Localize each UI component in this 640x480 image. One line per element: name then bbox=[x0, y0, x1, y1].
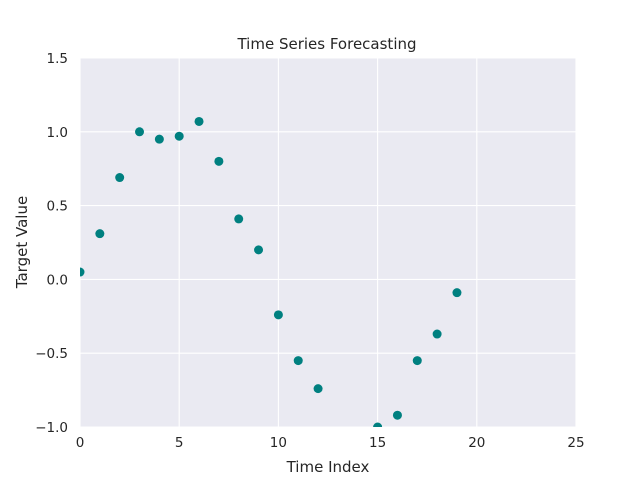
x-tick-label: 0 bbox=[76, 435, 85, 451]
data-point bbox=[115, 173, 125, 183]
x-tick-label: 25 bbox=[567, 435, 584, 451]
x-axis-ticks: 0 5 10 15 20 25 bbox=[76, 435, 585, 451]
x-tick-label: 5 bbox=[175, 435, 184, 451]
x-tick-label: 15 bbox=[369, 435, 386, 451]
plot-area bbox=[80, 58, 576, 427]
data-point bbox=[95, 229, 105, 239]
y-tick-label: 1.5 bbox=[47, 51, 68, 67]
data-point bbox=[174, 131, 184, 141]
x-axis-label: Time Index bbox=[286, 458, 370, 476]
data-point bbox=[392, 410, 402, 420]
y-tick-label: 0.0 bbox=[47, 272, 68, 288]
data-point bbox=[412, 356, 422, 366]
data-point bbox=[313, 384, 323, 394]
y-axis-ticks: −1.0 −0.5 0.0 0.5 1.0 1.5 bbox=[35, 51, 68, 436]
chart-title: Time Series Forecasting bbox=[236, 35, 416, 53]
data-point bbox=[273, 310, 283, 320]
data-points bbox=[80, 116, 462, 427]
x-tick-label: 10 bbox=[270, 435, 287, 451]
data-point bbox=[135, 127, 145, 137]
data-point bbox=[432, 329, 442, 339]
data-point bbox=[254, 245, 264, 255]
data-point bbox=[293, 356, 303, 366]
y-tick-label: 0.5 bbox=[47, 199, 68, 215]
y-tick-label: −1.0 bbox=[35, 420, 68, 436]
grid-lines bbox=[79, 57, 577, 428]
data-point bbox=[214, 156, 224, 166]
y-axis-label: Target Value bbox=[13, 196, 31, 289]
data-point bbox=[80, 267, 85, 277]
data-point bbox=[373, 422, 383, 427]
data-point bbox=[234, 214, 244, 224]
x-tick-label: 20 bbox=[468, 435, 485, 451]
data-point bbox=[194, 116, 204, 126]
y-tick-label: 1.0 bbox=[47, 125, 68, 141]
data-point bbox=[452, 288, 462, 298]
y-tick-label: −0.5 bbox=[35, 346, 68, 362]
data-point bbox=[154, 134, 164, 144]
